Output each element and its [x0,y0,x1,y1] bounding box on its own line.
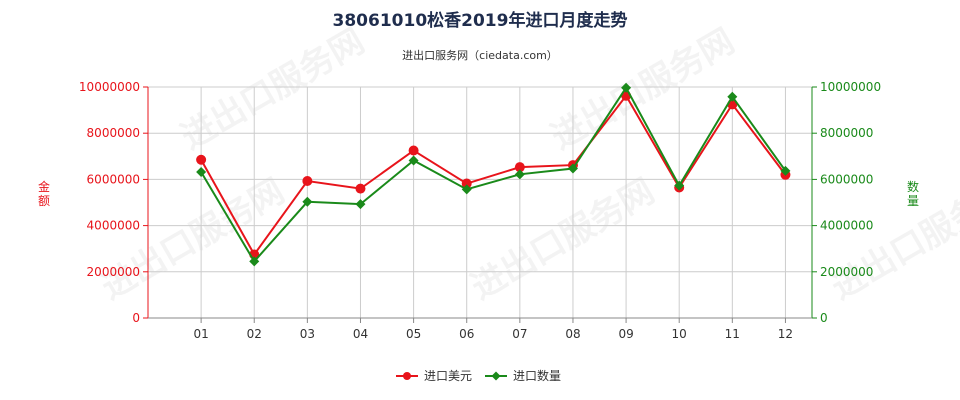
data-point[interactable] [408,155,419,166]
x-tick-label: 10 [672,327,687,341]
watermark-text: 进出口服务网 [95,171,292,308]
left-tick-label: 10000000 [79,80,140,94]
watermark-text: 进出口服务网 [825,171,960,308]
legend-label: 进口美元 [424,369,472,383]
data-point[interactable] [196,167,207,178]
legend-label: 进口数量 [513,368,561,383]
data-point[interactable] [196,154,207,165]
series-line [200,93,787,257]
series-layer [196,82,791,267]
legend-item-value[interactable]: 进口美元 [396,369,472,383]
data-point[interactable] [567,163,578,174]
data-point[interactable] [461,178,472,189]
left-tick-label: 8000000 [87,126,140,140]
left-tick-label: 2000000 [87,265,140,279]
data-point[interactable] [780,165,791,176]
x-tick-label: 11 [725,327,740,341]
data-point[interactable] [355,199,366,210]
data-point[interactable] [302,176,313,187]
data-point[interactable] [674,180,685,191]
data-point[interactable] [621,82,632,93]
series-line [200,85,787,264]
data-point[interactable] [302,196,313,207]
legend-marker [403,372,411,380]
left-axis-title: 金额 [38,179,50,208]
right-tick-label: 2000000 [820,265,873,279]
data-point[interactable] [408,145,419,156]
chart-title: 38061010松香2019年进口月度走势 [333,10,628,31]
data-point[interactable] [249,256,260,267]
x-tick-label: 05 [406,327,421,341]
legend-marker [491,371,501,381]
legend[interactable]: 进口美元 进口数量 [396,368,561,383]
left-tick-label: 0 [132,311,140,325]
left-tick-label: 6000000 [87,172,140,186]
x-tick-label: 06 [459,327,474,341]
data-point[interactable] [355,183,366,194]
x-tick-label: 01 [193,327,208,341]
data-point[interactable] [514,169,525,180]
right-tick-label: 4000000 [820,219,873,233]
right-tick-label: 6000000 [820,172,873,186]
data-point[interactable] [514,162,525,173]
data-point[interactable] [461,184,472,195]
x-tick-label: 12 [778,327,793,341]
legend-item-quantity[interactable]: 进口数量 [485,368,561,383]
right-axis-title: 数量 [907,179,919,208]
x-tick-label: 03 [300,327,315,341]
x-tick-label: 09 [618,327,633,341]
series-quantity [196,82,791,267]
x-tick-label: 07 [512,327,527,341]
watermark-text: 进出口服务网 [175,21,372,158]
data-point[interactable] [727,91,738,102]
right-tick-label: 0 [820,311,828,325]
chart-subtitle: 进出口服务网（ciedata.com） [402,48,558,62]
x-tick-label: 04 [353,327,368,341]
axes: 0200000040000006000000800000010000000020… [38,80,919,341]
right-tick-label: 10000000 [820,80,881,94]
x-tick-label: 02 [247,327,262,341]
series-value [196,90,791,260]
x-tick-label: 08 [565,327,580,341]
right-tick-label: 8000000 [820,126,873,140]
left-tick-label: 4000000 [87,219,140,233]
watermark-text: 进出口服务网 [465,171,662,308]
